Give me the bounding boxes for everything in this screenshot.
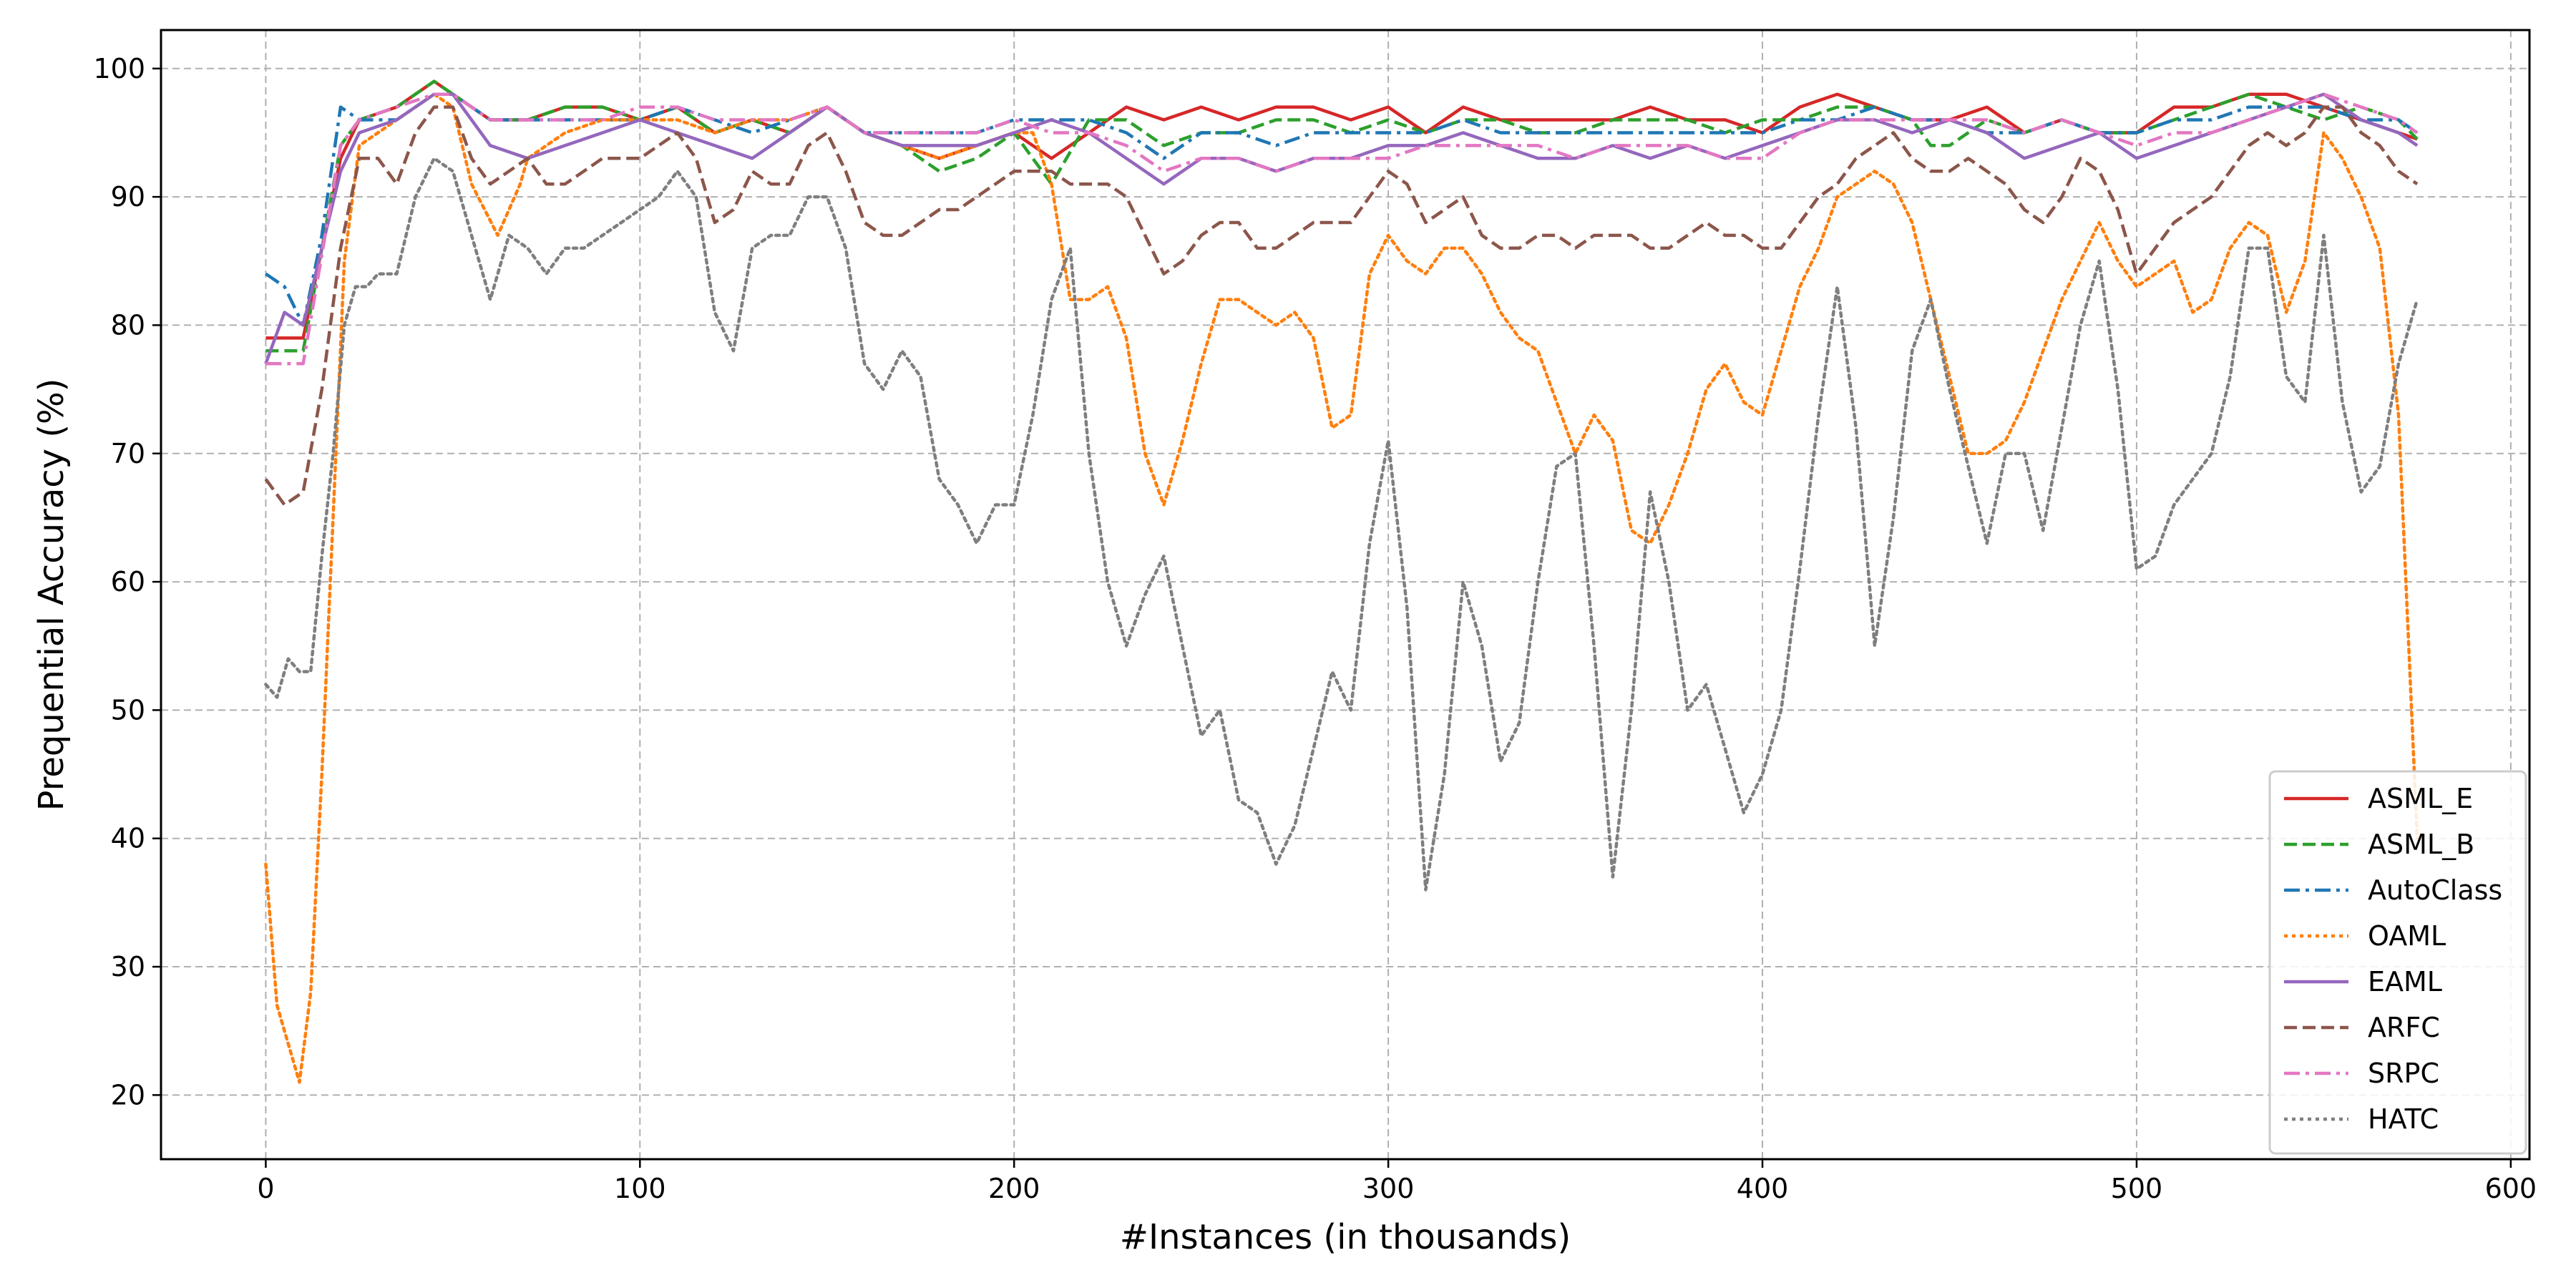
legend-label: AutoClass [2368,874,2502,906]
legend-box [2268,770,2527,1155]
y-tick-label: 90 [111,181,145,213]
legend-label: OAML [2368,920,2446,952]
axis-ticks: 0 100 200 300 400 500 600 20 30 40 50 60 70 80 90 100 [93,53,2537,1204]
y-tick-label: 80 [111,309,145,341]
legend-label: HATC [2368,1103,2439,1135]
x-tick-label: 400 [1737,1173,1789,1204]
series-line-oaml [264,92,2419,1084]
series-line-autoclass [265,92,2419,327]
x-tick-label: 0 [257,1173,274,1204]
series-line-hatc [264,157,2419,892]
legend-label: ASML_E [2368,783,2473,814]
y-axis-title: Prequential Accuracy (%) [31,379,72,811]
x-tick-label: 100 [614,1173,666,1204]
series-line-asml-b [265,79,2419,353]
x-tick-label: 600 [2485,1173,2537,1204]
series-line-srpc [265,92,2419,366]
y-tick-label: 70 [111,438,145,469]
legend-label: SRPC [2368,1058,2439,1089]
x-tick-label: 300 [1362,1173,1415,1204]
x-axis-title: #Instances (in thousands) [1120,1217,1571,1257]
y-tick-label: 100 [93,53,145,84]
legend-label: ARFC [2368,1012,2440,1043]
x-tick-label: 500 [2111,1173,2163,1204]
plot-area-frame [160,29,2531,1161]
y-tick-label: 30 [111,951,145,982]
legend: ASML_E ASML_B AutoClass OAML EAML ARFC SRPC HAT… [2268,770,2527,1155]
legend-label: EAML [2368,966,2442,997]
y-tick-label: 40 [111,823,145,854]
series-lines [264,79,2419,1084]
gridlines [161,30,2529,1159]
y-tick-label: 50 [111,694,145,726]
y-tick-label: 20 [111,1079,145,1111]
series-line-eaml [264,92,2419,364]
x-tick-label: 200 [988,1173,1040,1204]
legend-label: ASML_B [2368,829,2474,860]
y-tick-label: 60 [111,566,145,597]
series-line-arfc [264,105,2419,507]
